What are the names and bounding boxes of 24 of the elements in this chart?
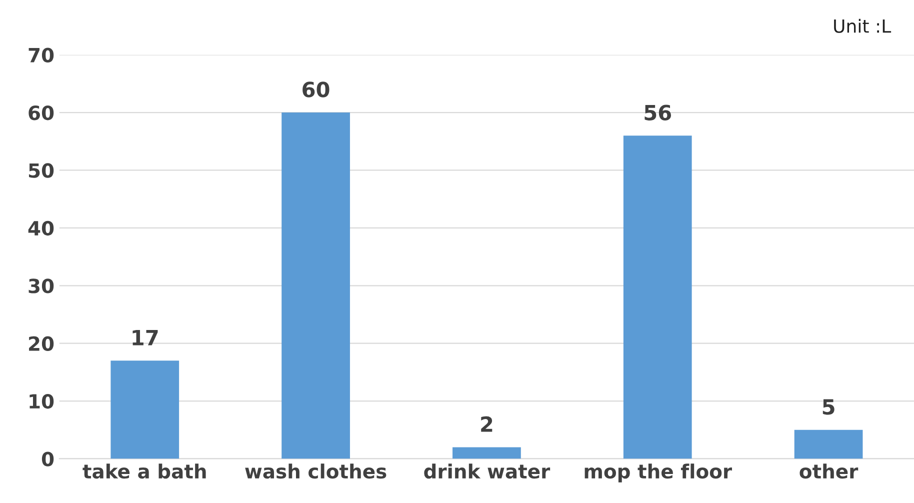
data-label: 60	[302, 82, 330, 98]
bar	[794, 430, 863, 459]
x-tick-label: other	[800, 464, 858, 479]
x-tick-label: wash clothes	[245, 464, 386, 479]
y-tick-label: 10	[30, 394, 54, 409]
y-tick-label: 70	[28, 48, 54, 62]
bar	[623, 136, 692, 459]
data-label: 56	[644, 104, 671, 120]
y-tick-label: 20	[29, 336, 54, 351]
bar	[110, 360, 180, 459]
x-tick-label: mop the floor	[584, 464, 732, 482]
y-tick-label: 60	[28, 105, 54, 120]
data-label: 5	[822, 399, 834, 415]
bar	[282, 112, 350, 459]
y-tick-label: 0	[42, 452, 54, 466]
data-label: 17	[132, 330, 158, 346]
text: Unit :L	[834, 18, 892, 33]
y-tick-label: 50	[28, 163, 54, 178]
data-label: 2	[481, 416, 492, 432]
y-tick-label: 40	[28, 220, 54, 236]
x-tick-label: drink water	[424, 464, 550, 479]
bar	[452, 447, 521, 459]
x-tick-label: take a bath	[82, 464, 206, 479]
y-tick-label: 30	[28, 278, 54, 294]
